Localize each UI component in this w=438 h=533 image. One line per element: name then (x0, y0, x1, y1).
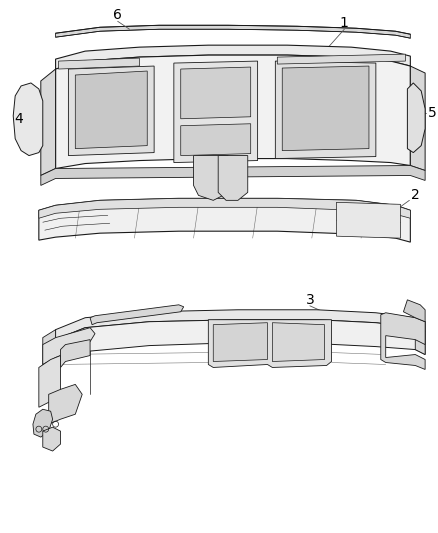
Polygon shape (56, 320, 425, 362)
Text: 6: 6 (113, 9, 122, 22)
Polygon shape (282, 66, 369, 151)
Polygon shape (407, 83, 425, 152)
Polygon shape (181, 124, 251, 156)
Text: 4: 4 (15, 112, 24, 126)
Text: 1: 1 (340, 17, 349, 30)
Text: 5: 5 (427, 106, 436, 120)
Polygon shape (272, 322, 325, 361)
Polygon shape (56, 25, 410, 38)
Polygon shape (56, 310, 425, 340)
Polygon shape (43, 427, 60, 451)
Polygon shape (218, 156, 248, 200)
Polygon shape (181, 67, 251, 119)
Polygon shape (75, 71, 147, 149)
Polygon shape (39, 198, 410, 242)
Text: 2: 2 (411, 188, 420, 203)
Polygon shape (403, 300, 425, 322)
Polygon shape (49, 384, 82, 424)
Polygon shape (60, 340, 90, 367)
Polygon shape (277, 54, 406, 64)
Polygon shape (276, 61, 376, 158)
Polygon shape (208, 320, 332, 367)
Polygon shape (33, 409, 53, 437)
Polygon shape (43, 330, 56, 369)
Polygon shape (13, 83, 43, 156)
Polygon shape (410, 66, 425, 171)
Polygon shape (41, 69, 56, 175)
Polygon shape (194, 156, 228, 200)
Polygon shape (415, 318, 425, 354)
Text: 3: 3 (305, 293, 314, 307)
Polygon shape (68, 66, 154, 156)
Polygon shape (90, 305, 184, 325)
Polygon shape (336, 203, 400, 238)
Polygon shape (39, 356, 60, 407)
Polygon shape (381, 313, 425, 369)
Polygon shape (39, 198, 410, 218)
Polygon shape (59, 58, 139, 69)
Polygon shape (174, 61, 258, 163)
Polygon shape (43, 328, 95, 365)
Polygon shape (56, 55, 410, 168)
Polygon shape (56, 45, 410, 69)
Polygon shape (213, 322, 268, 361)
Polygon shape (41, 166, 425, 185)
